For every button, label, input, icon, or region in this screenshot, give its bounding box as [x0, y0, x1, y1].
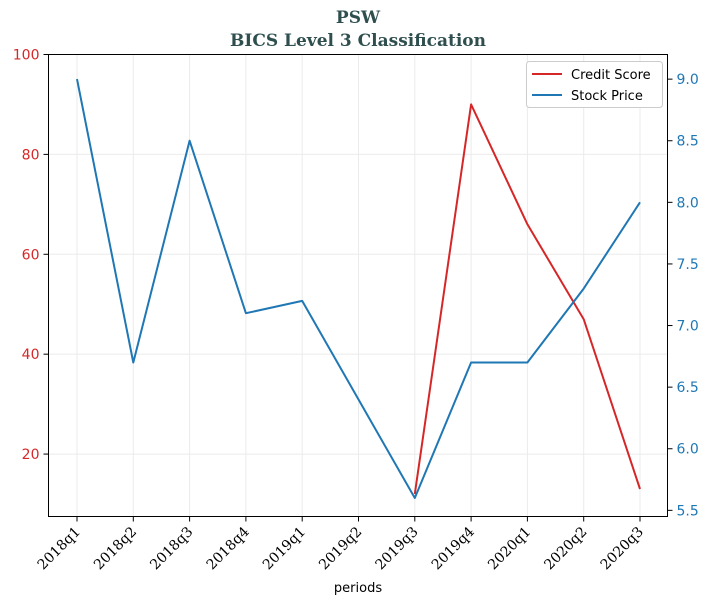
x-tick-label: 2018q2 [91, 524, 140, 573]
x-axis-label: periods [334, 581, 382, 596]
right-tick-label: 5.5 [677, 503, 699, 519]
x-tick-label: 2018q1 [35, 524, 84, 573]
grid [48, 54, 668, 517]
x-tick-label: 2019q3 [372, 524, 421, 573]
legend-label: Stock Price [571, 89, 643, 104]
left-axis: 20 40 60 80 100 [13, 48, 49, 463]
right-tick-label: 7.5 [677, 257, 699, 273]
x-tick-label: 2020q1 [485, 524, 534, 573]
x-tick-label: 2020q3 [598, 524, 647, 573]
right-tick-label: 6.5 [677, 380, 699, 396]
x-tick-label: 2018q3 [147, 524, 196, 573]
x-axis: 2018q1 2018q2 2018q3 2018q4 2019q1 2019q2 2019… [35, 516, 647, 573]
left-tick-label: 100 [13, 48, 40, 64]
left-tick-label: 20 [22, 447, 40, 463]
right-axis: 5.5 6.0 6.5 7.0 7.5 8.0 8.5 9.0 [667, 72, 699, 519]
series-layer [76, 78, 641, 499]
x-tick-label: 2018q4 [204, 524, 253, 573]
chart-title: PSW [336, 8, 381, 28]
series-line-0 [413, 103, 641, 495]
legend-label: Credit Score [571, 68, 651, 83]
x-tick-label: 2019q4 [429, 524, 478, 573]
chart-subtitle: BICS Level 3 Classification [230, 31, 486, 51]
x-tick-label: 2019q2 [316, 524, 365, 573]
series-line-1 [76, 78, 641, 499]
left-tick-label: 60 [22, 247, 40, 263]
right-tick-label: 9.0 [677, 72, 699, 88]
left-tick-label: 40 [22, 347, 40, 363]
left-tick-label: 80 [22, 147, 40, 163]
right-tick-label: 6.0 [677, 442, 699, 458]
x-tick-label: 2019q1 [260, 524, 309, 573]
right-tick-label: 8.5 [677, 134, 699, 150]
right-tick-label: 8.0 [677, 195, 699, 211]
x-tick-label: 2020q2 [541, 524, 590, 573]
legend: Credit Score Stock Price [526, 61, 663, 108]
right-tick-label: 7.0 [677, 319, 699, 335]
